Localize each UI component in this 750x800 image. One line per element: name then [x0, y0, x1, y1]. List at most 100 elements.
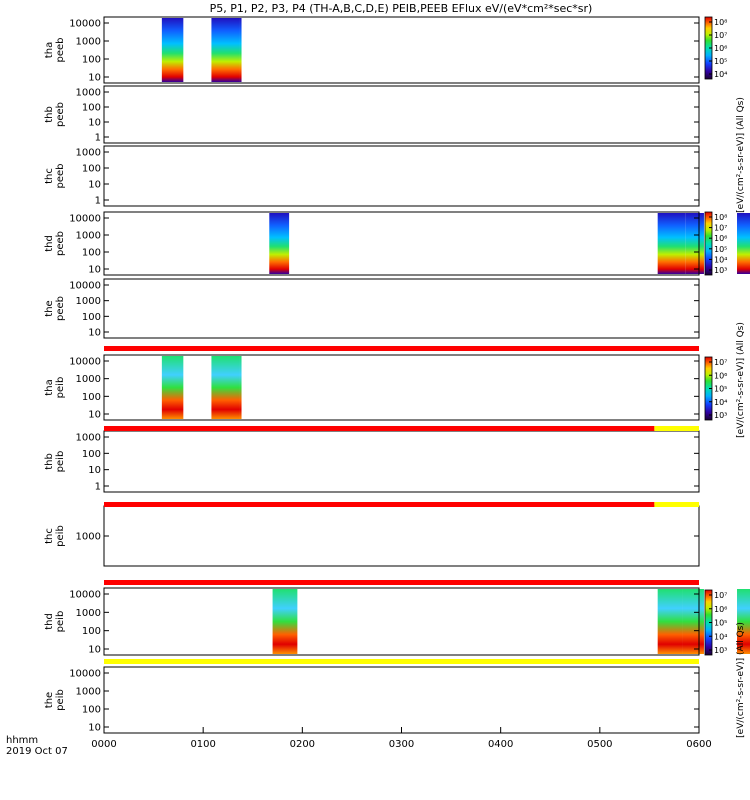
y-tick-label: 10	[88, 265, 101, 276]
status-segment-yellow	[654, 502, 699, 507]
status-bar	[104, 580, 699, 585]
status-segment-yellow	[104, 659, 699, 664]
panel-frame	[103, 430, 700, 493]
spectrogram-block	[239, 356, 242, 419]
colorbar-tick-label: 10⁴	[714, 70, 727, 79]
y-tick-label: 1000	[76, 374, 101, 385]
y-tick-label: 1000	[76, 532, 101, 543]
y-tick-label: 10	[88, 73, 101, 84]
colorbar-tick-label: 10⁷	[714, 358, 727, 367]
colorbar-units-text: [eV/(cm²-s-sr-eV)] (All Qs)	[736, 97, 746, 213]
colorbar-units-text: [eV/(cm²-s-sr-eV)] (All Qs)	[736, 622, 746, 738]
y-axis-label: thd peib	[44, 611, 66, 633]
y-axis-label: thb peeb	[44, 102, 66, 127]
colorbar-tick-label: 10⁴	[714, 632, 727, 641]
panel-frame	[103, 666, 700, 734]
spectrogram-block	[161, 356, 184, 419]
spectrogram-block	[161, 18, 184, 82]
colorbar-tick-label: 10⁵	[714, 57, 727, 66]
species-label: peeb	[55, 102, 66, 127]
status-segment-yellow	[654, 426, 699, 431]
spectrogram-block	[682, 589, 704, 654]
spectrogram-block	[657, 589, 683, 654]
panel-tha-peeb: 10 100 1000 10000 tha peeb	[44, 16, 700, 84]
y-tick-label: 10000	[69, 19, 101, 30]
colorbar-tick-label: 10⁶	[714, 234, 727, 243]
y-axis-label: the peib	[44, 689, 66, 711]
probe-label: thb	[44, 453, 55, 470]
spectrogram-block	[272, 589, 298, 654]
y-tick-label: 10	[88, 465, 101, 476]
y-tick-label: 10	[88, 410, 101, 421]
status-segment-red	[104, 580, 699, 585]
status-bar	[104, 502, 699, 507]
species-label: peeb	[55, 164, 66, 189]
species-label: peib	[55, 525, 66, 547]
probe-label: thd	[44, 235, 55, 252]
probe-label: tha	[44, 379, 55, 395]
panel-thb-peeb: 1 10 100 1000 thb peeb	[44, 85, 700, 144]
y-tick-label: 10	[88, 180, 101, 191]
y-tick-label: 1	[95, 133, 101, 144]
species-label: peib	[55, 451, 66, 473]
panel-frame	[103, 278, 700, 339]
y-tick-label: 100	[82, 705, 101, 716]
y-axis-label: thc peib	[44, 525, 66, 547]
y-tick-label: 100	[82, 103, 101, 114]
y-tick-label: 1	[95, 482, 101, 493]
y-tick-label: 10	[88, 328, 101, 339]
colorbar-tick-label: 10³	[714, 646, 727, 655]
probe-label: thb	[44, 106, 55, 123]
x-tick-label: 0300	[389, 739, 414, 750]
colorbar-tick-label: 10⁵	[714, 619, 727, 628]
y-tick-label: 100	[82, 449, 101, 460]
y-tick-label: 10	[88, 118, 101, 129]
colorbar-units-label: [eV/(cm²-s-sr-eV)] (All Qs)	[736, 322, 746, 438]
colorbar-units-label: [eV/(cm²-s-sr-eV)] (All Qs)	[736, 622, 746, 738]
colorbar-tick-label: 10⁸	[714, 213, 727, 222]
y-tick-label: 100	[82, 392, 101, 403]
spectrogram-block	[239, 18, 242, 82]
y-tick-label: 100	[82, 312, 101, 323]
x-tick-label: 0600	[686, 739, 711, 750]
y-tick-label: 1000	[76, 88, 101, 99]
y-tick-label: 10000	[69, 590, 101, 601]
spectrogram-block	[737, 589, 750, 654]
panel-frame	[103, 16, 700, 84]
y-tick-label: 1000	[76, 433, 101, 444]
y-tick-label: 100	[82, 55, 101, 66]
y-tick-label: 1	[95, 196, 101, 207]
y-tick-label: 100	[82, 164, 101, 175]
x-tick-label: 0100	[190, 739, 215, 750]
panel-thc-peib: 1000 thc peib	[44, 505, 700, 567]
panel-frame	[103, 145, 700, 207]
probe-label: thc	[44, 528, 55, 544]
probe-label: the	[44, 300, 55, 316]
colorbar-tick-label: 10⁵	[714, 385, 727, 394]
spectrogram-block	[685, 213, 704, 274]
probe-label: tha	[44, 42, 55, 58]
colorbar-gradient	[704, 211, 713, 276]
status-segment-red	[104, 346, 699, 351]
status-bar	[104, 346, 699, 351]
panel-frame	[103, 354, 700, 421]
y-tick-label: 1000	[76, 37, 101, 48]
colorbar: 10³ 10⁴ 10⁵ 10⁶ 10⁷	[704, 356, 727, 421]
probe-label: the	[44, 692, 55, 708]
y-tick-label: 1000	[76, 148, 101, 159]
spectrogram-block	[211, 356, 240, 419]
panel-frame	[103, 211, 700, 276]
colorbar-tick-label: 10⁷	[714, 224, 727, 233]
spectrogram-block	[269, 213, 290, 274]
status-bar	[104, 659, 699, 664]
colorbar-units-label: [eV/(cm²-s-sr-eV)] (All Qs)	[736, 97, 746, 213]
y-tick-label: 10	[88, 723, 101, 734]
panel-thb-peib: 1 10 100 1000 thb peib	[44, 430, 700, 493]
colorbar-tick-label: 10³	[714, 411, 727, 420]
colorbar: 10³ 10⁴ 10⁵ 10⁶ 10⁷	[704, 589, 727, 656]
species-label: peeb	[55, 38, 66, 63]
x-tick-label: 0200	[290, 739, 315, 750]
